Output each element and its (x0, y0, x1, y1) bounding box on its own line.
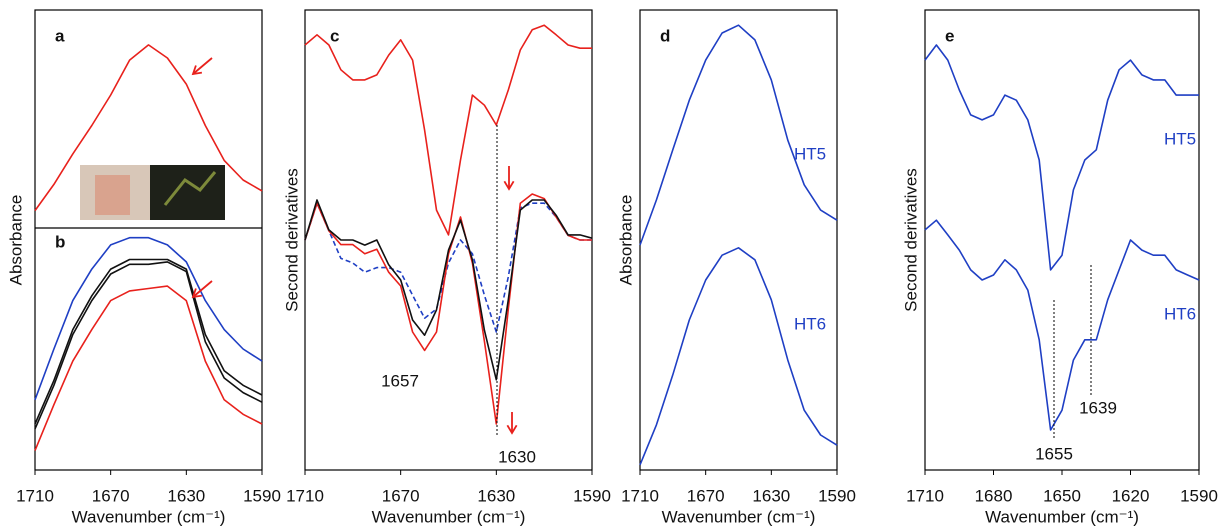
spectrum-line (34, 44, 263, 212)
peak-annotation: 1655 (1035, 444, 1073, 463)
arrow-head (191, 288, 203, 299)
y-axis-label: Absorbance (6, 195, 25, 286)
y-axis-label: Absorbance (616, 195, 635, 286)
x-tick-label: 1710 (621, 486, 659, 505)
spectrum-line (304, 199, 593, 381)
panel-label: b (55, 232, 65, 251)
panel-label: c (330, 26, 339, 45)
x-tick-label: 1630 (752, 486, 790, 505)
series-label: HT5 (794, 144, 826, 163)
x-tick-label: 1710 (16, 486, 54, 505)
arrow (192, 280, 213, 298)
spectrum-line (34, 258, 263, 425)
spectrum-line (924, 219, 1200, 431)
x-axis-label: Wavenumber (cm⁻¹) (72, 507, 226, 526)
panel-label: d (660, 26, 670, 45)
x-tick-label: 1630 (477, 486, 515, 505)
panel-frame (924, 9, 1200, 471)
series-label: HT6 (1164, 304, 1196, 323)
x-tick-label: 1590 (573, 486, 611, 505)
panel-frame (639, 9, 838, 471)
arrow (192, 57, 213, 75)
x-tick-label: 1670 (382, 486, 420, 505)
x-axis-label: Wavenumber (cm⁻¹) (985, 507, 1139, 526)
x-tick-label: 1650 (1043, 486, 1081, 505)
spectrum-line (304, 24, 592, 236)
x-tick-label: 1680 (975, 486, 1013, 505)
spectrum-line (639, 24, 838, 246)
spectrum-line (304, 193, 592, 425)
y-axis-label: Second derivatives (282, 168, 301, 312)
x-axis-label: Wavenumber (cm⁻¹) (662, 507, 816, 526)
spectrum-line (34, 236, 263, 401)
arrow-head (503, 180, 515, 191)
panel-frame (34, 9, 263, 471)
panel-label: a (55, 26, 65, 45)
x-tick-label: 1590 (243, 486, 281, 505)
spectrum-line (639, 247, 838, 466)
x-tick-label: 1710 (906, 486, 944, 505)
x-tick-label: 1620 (1112, 486, 1150, 505)
series-label: HT6 (794, 314, 826, 333)
x-tick-label: 1710 (286, 486, 324, 505)
x-tick-label: 1590 (1180, 486, 1218, 505)
spectrum-line (34, 261, 263, 430)
series-label: HT5 (1164, 129, 1196, 148)
arrow-head (506, 424, 518, 435)
arrow-head (191, 65, 203, 76)
inset-texture (163, 171, 217, 206)
spectrum-line (34, 285, 263, 451)
spectrum-line (304, 202, 592, 333)
peak-annotation: 1657 (381, 371, 419, 390)
x-axis-label: Wavenumber (cm⁻¹) (372, 507, 526, 526)
spectrum-line (924, 44, 1199, 271)
inset-stain (95, 175, 130, 215)
peak-annotation: 1639 (1079, 398, 1117, 417)
x-tick-label: 1670 (687, 486, 725, 505)
y-axis-label: Second derivatives (901, 168, 920, 312)
x-tick-label: 1630 (167, 486, 205, 505)
x-tick-label: 1670 (92, 486, 130, 505)
panel-label: e (945, 26, 954, 45)
x-tick-label: 1590 (818, 486, 856, 505)
peak-annotation: 1630 (498, 447, 536, 466)
